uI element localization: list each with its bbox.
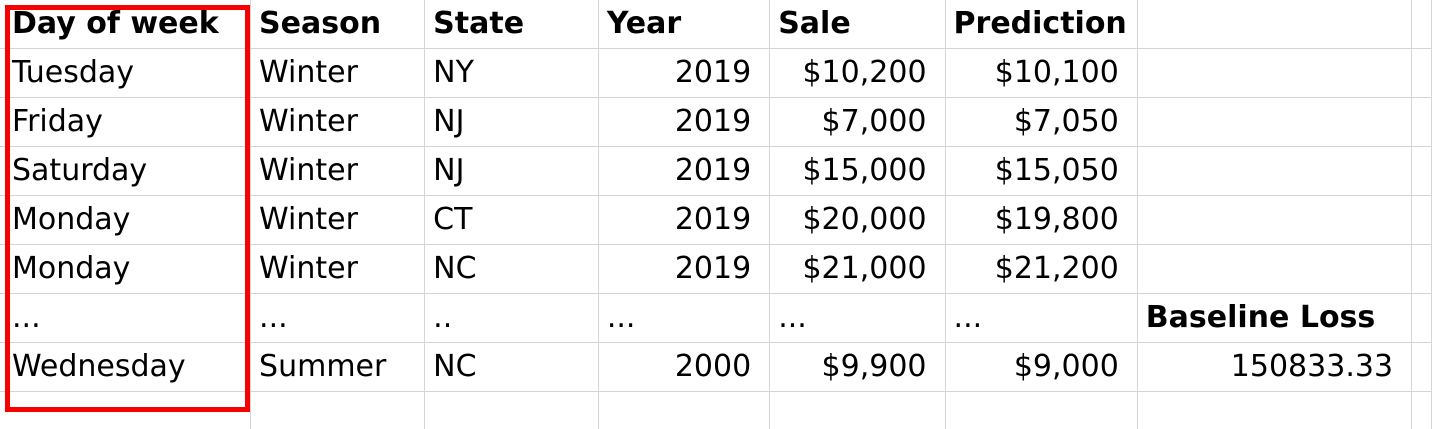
empty-cell[interactable] — [250, 391, 426, 429]
empty-cell[interactable] — [1411, 293, 1432, 343]
empty-cell[interactable] — [1411, 195, 1432, 245]
cell-state[interactable]: NJ — [424, 146, 599, 196]
cell-season[interactable]: Winter — [250, 48, 426, 98]
cell-prediction[interactable]: $10,100 — [945, 48, 1138, 98]
cell-state[interactable]: .. — [424, 293, 599, 343]
empty-cell[interactable] — [1411, 97, 1432, 147]
empty-cell[interactable] — [1411, 342, 1432, 392]
empty-cell[interactable] — [1137, 0, 1413, 49]
cell-season[interactable]: ... — [250, 293, 426, 343]
empty-cell[interactable] — [1137, 97, 1413, 147]
cell-season[interactable]: Winter — [250, 195, 426, 245]
cell-prediction[interactable]: $7,050 — [945, 97, 1138, 147]
cell-year[interactable]: 2019 — [598, 48, 771, 98]
cell-sale[interactable]: $21,000 — [769, 244, 946, 294]
cell-sale[interactable]: $20,000 — [769, 195, 946, 245]
cell-day-of-week[interactable]: ... — [0, 293, 252, 343]
empty-cell[interactable] — [598, 391, 771, 429]
empty-cell[interactable] — [1137, 391, 1413, 429]
cell-season[interactable]: Winter — [250, 244, 426, 294]
cell-sale[interactable]: $15,000 — [769, 146, 946, 196]
empty-cell[interactable] — [424, 391, 599, 429]
cell-state[interactable]: NC — [424, 244, 599, 294]
header-cell-state[interactable]: State — [424, 0, 599, 49]
empty-cell[interactable] — [1411, 391, 1432, 429]
cell-day-of-week[interactable]: Tuesday — [0, 48, 252, 98]
table-row: Monday Winter CT 2019 $20,000 $19,800 — [0, 195, 1432, 245]
cell-prediction[interactable]: $15,050 — [945, 146, 1138, 196]
cell-prediction[interactable]: $21,200 — [945, 244, 1138, 294]
cell-season[interactable]: Winter — [250, 97, 426, 147]
baseline-loss-label[interactable]: Baseline Loss — [1137, 293, 1413, 343]
table-row: Friday Winter NJ 2019 $7,000 $7,050 — [0, 97, 1432, 147]
cell-sale[interactable]: $7,000 — [769, 97, 946, 147]
table-row: Monday Winter NC 2019 $21,000 $21,200 — [0, 244, 1432, 294]
cell-day-of-week[interactable]: Friday — [0, 97, 252, 147]
cell-season[interactable]: Winter — [250, 146, 426, 196]
header-cell-prediction[interactable]: Prediction — [945, 0, 1138, 49]
empty-cell[interactable] — [945, 391, 1138, 429]
cell-year[interactable]: 2019 — [598, 195, 771, 245]
cell-sale[interactable]: $10,200 — [769, 48, 946, 98]
header-cell-day-of-week[interactable]: Day of week — [0, 0, 252, 49]
cell-state[interactable]: CT — [424, 195, 599, 245]
cell-day-of-week[interactable]: Wednesday — [0, 342, 252, 392]
empty-row — [0, 391, 1432, 429]
table-row: ... ... .. ... ... ... Baseline Loss — [0, 293, 1432, 343]
empty-cell[interactable] — [0, 391, 252, 429]
cell-state[interactable]: NY — [424, 48, 599, 98]
header-row: Day of week Season State Year Sale Predi… — [0, 0, 1432, 49]
cell-season[interactable]: Summer — [250, 342, 426, 392]
cell-day-of-week[interactable]: Monday — [0, 195, 252, 245]
cell-state[interactable]: NJ — [424, 97, 599, 147]
cell-year[interactable]: 2000 — [598, 342, 771, 392]
cell-prediction[interactable]: $9,000 — [945, 342, 1138, 392]
table-row: Saturday Winter NJ 2019 $15,000 $15,050 — [0, 146, 1432, 196]
cell-year[interactable]: 2019 — [598, 146, 771, 196]
cell-year[interactable]: 2019 — [598, 244, 771, 294]
cell-prediction[interactable]: ... — [945, 293, 1138, 343]
empty-cell[interactable] — [1137, 244, 1413, 294]
cell-sale[interactable]: ... — [769, 293, 946, 343]
table-row: Tuesday Winter NY 2019 $10,200 $10,100 — [0, 48, 1432, 98]
cell-sale[interactable]: $9,900 — [769, 342, 946, 392]
empty-cell[interactable] — [1411, 146, 1432, 196]
cell-state[interactable]: NC — [424, 342, 599, 392]
header-cell-sale[interactable]: Sale — [769, 0, 946, 49]
cell-year[interactable]: 2019 — [598, 97, 771, 147]
empty-cell[interactable] — [1137, 195, 1413, 245]
header-cell-season[interactable]: Season — [250, 0, 426, 49]
empty-cell[interactable] — [1411, 48, 1432, 98]
empty-cell[interactable] — [1411, 0, 1432, 49]
cell-year[interactable]: ... — [598, 293, 771, 343]
baseline-loss-value[interactable]: 150833.33 — [1137, 342, 1413, 392]
cell-prediction[interactable]: $19,800 — [945, 195, 1138, 245]
cell-day-of-week[interactable]: Monday — [0, 244, 252, 294]
empty-cell[interactable] — [1137, 146, 1413, 196]
empty-cell[interactable] — [1137, 48, 1413, 98]
empty-cell[interactable] — [769, 391, 946, 429]
empty-cell[interactable] — [1411, 244, 1432, 294]
table-row: Wednesday Summer NC 2000 $9,900 $9,000 1… — [0, 342, 1432, 392]
cell-day-of-week[interactable]: Saturday — [0, 146, 252, 196]
header-cell-year[interactable]: Year — [598, 0, 771, 49]
